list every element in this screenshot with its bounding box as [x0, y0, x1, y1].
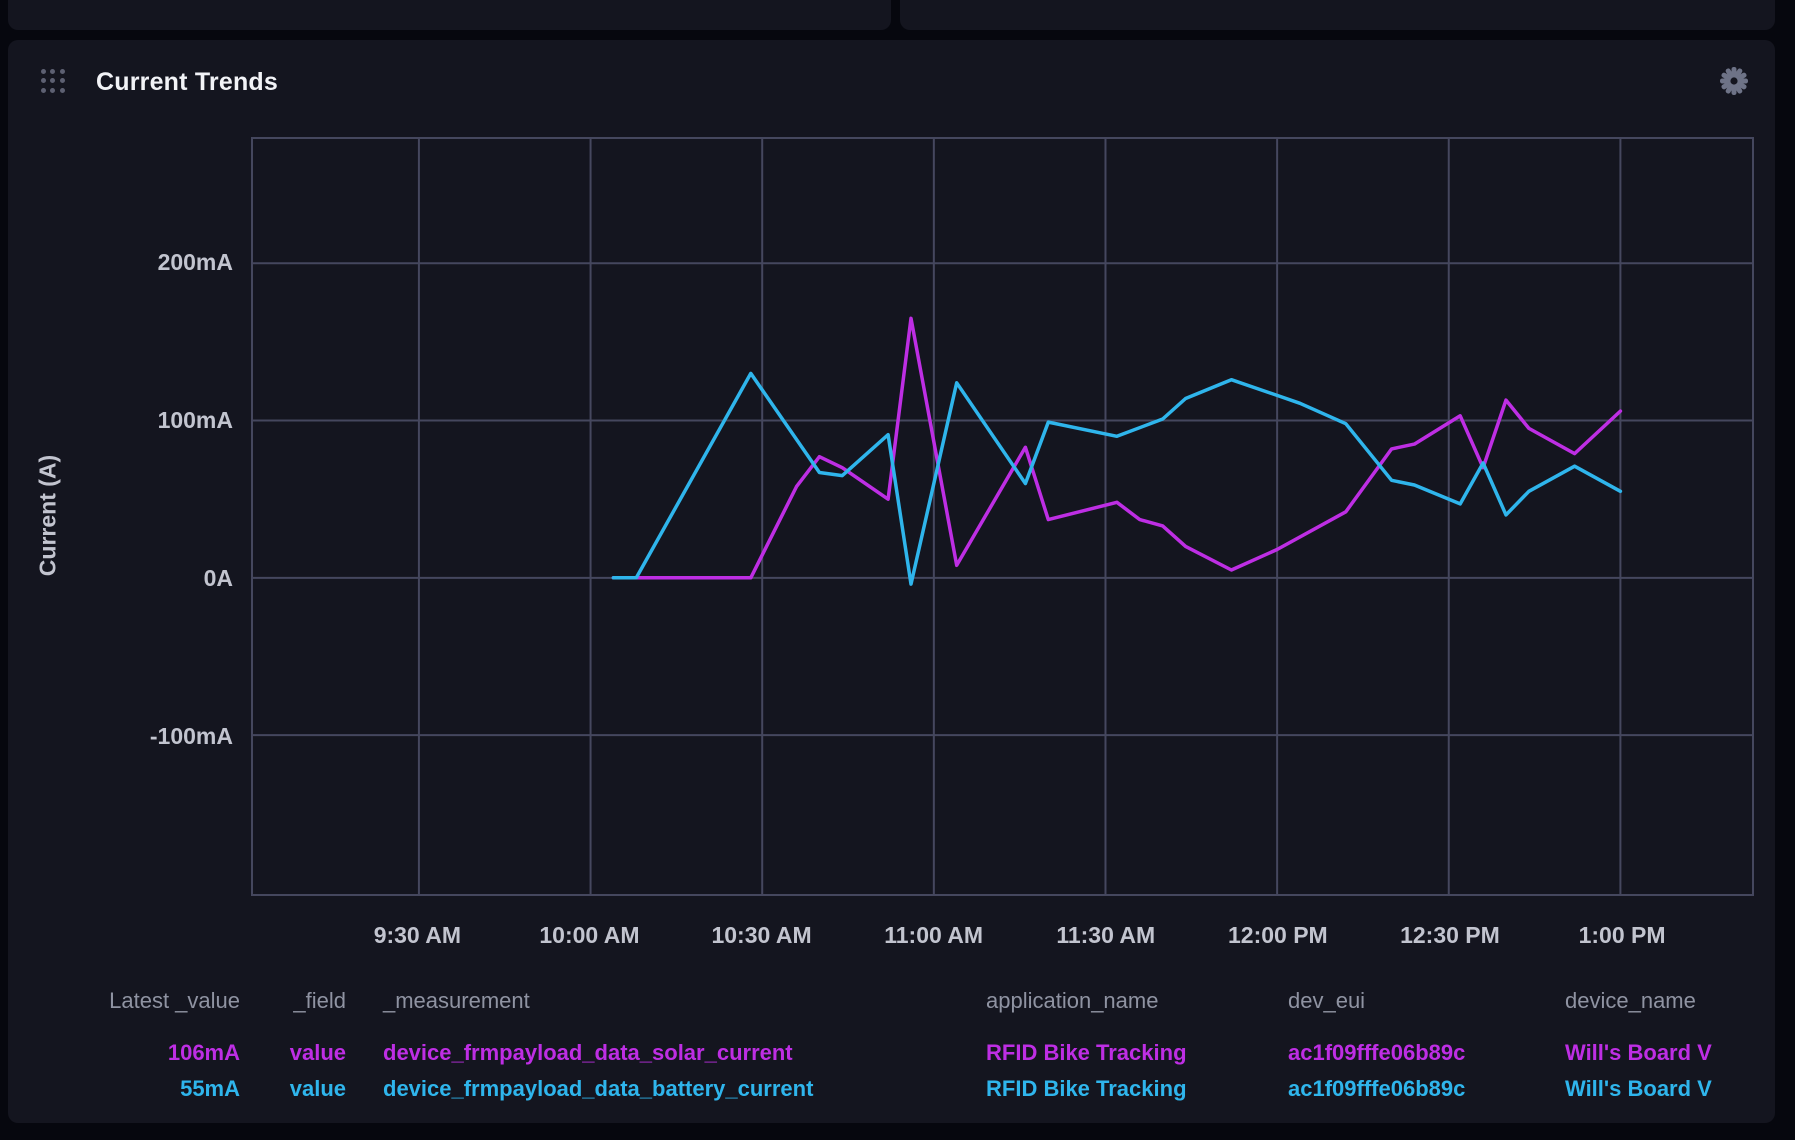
legend-value-solar: RFID Bike Tracking	[986, 1040, 1187, 1065]
y-tick-label: -100mA	[149, 723, 233, 750]
legend-header-devicename: device_name	[1565, 988, 1696, 1013]
gear-icon	[1720, 67, 1748, 95]
adjacent-panel-top-left	[8, 0, 891, 30]
x-tick-label: 12:00 PM	[1227, 922, 1328, 948]
settings-gear-icon[interactable]	[1720, 67, 1748, 95]
legend-value-solar: device_frmpayload_data_solar_current	[383, 1040, 793, 1065]
legend-value-battery: Will's Board V	[1565, 1076, 1712, 1101]
panel-header: Current Trends	[8, 40, 1775, 104]
y-tick-label: 200mA	[157, 248, 233, 275]
legend-value-solar: 106mA	[167, 1040, 240, 1065]
series-device_frmpayload_data_solar_current	[611, 316, 1623, 580]
y-tick-label: 100mA	[157, 407, 233, 434]
x-tick-label: 10:00 AM	[539, 922, 640, 948]
x-tick-label: 11:00 AM	[884, 922, 984, 948]
legend-value-battery: ac1f09fffe06b89c	[1288, 1076, 1466, 1101]
legend-header-applicationname: application_name	[986, 988, 1159, 1013]
legend-header-measurement: _measurement	[383, 988, 530, 1013]
y-tick-label: 0A	[203, 565, 233, 592]
x-tick-label: 11:30 AM	[1056, 922, 1156, 948]
series-device_frmpayload_data_battery_current	[611, 371, 1623, 586]
legend-value-solar: ac1f09fffe06b89c	[1288, 1040, 1466, 1065]
adjacent-panel-top-right	[900, 0, 1775, 30]
legend-value-battery: value	[289, 1076, 346, 1101]
legend-value-battery: 55mA	[180, 1076, 240, 1101]
x-tick-label: 1:00 PM	[1578, 922, 1666, 948]
legend-value-battery: device_frmpayload_data_battery_current	[383, 1076, 814, 1101]
legend-value-solar: Will's Board V	[1565, 1040, 1712, 1065]
panel-title: Current Trends	[96, 68, 278, 96]
line-chart	[253, 139, 1752, 894]
legend-header-Latestvalue: Latest _value	[109, 988, 240, 1013]
chart-plot-area[interactable]	[251, 137, 1754, 896]
legend-value-battery: RFID Bike Tracking	[986, 1076, 1187, 1101]
legend-header-field: _field	[293, 988, 346, 1013]
x-tick-label: 12:30 PM	[1400, 922, 1500, 948]
x-tick-label: 9:30 AM	[373, 922, 462, 948]
x-tick-label: 10:30 AM	[711, 922, 812, 948]
drag-handle-icon[interactable]	[39, 67, 67, 95]
current-trends-panel: Current Trends Current (A) 200mA 100mA 0A -…	[8, 40, 1775, 1123]
legend-value-solar: value	[289, 1040, 346, 1065]
legend-header-deveui: dev_eui	[1288, 988, 1366, 1013]
